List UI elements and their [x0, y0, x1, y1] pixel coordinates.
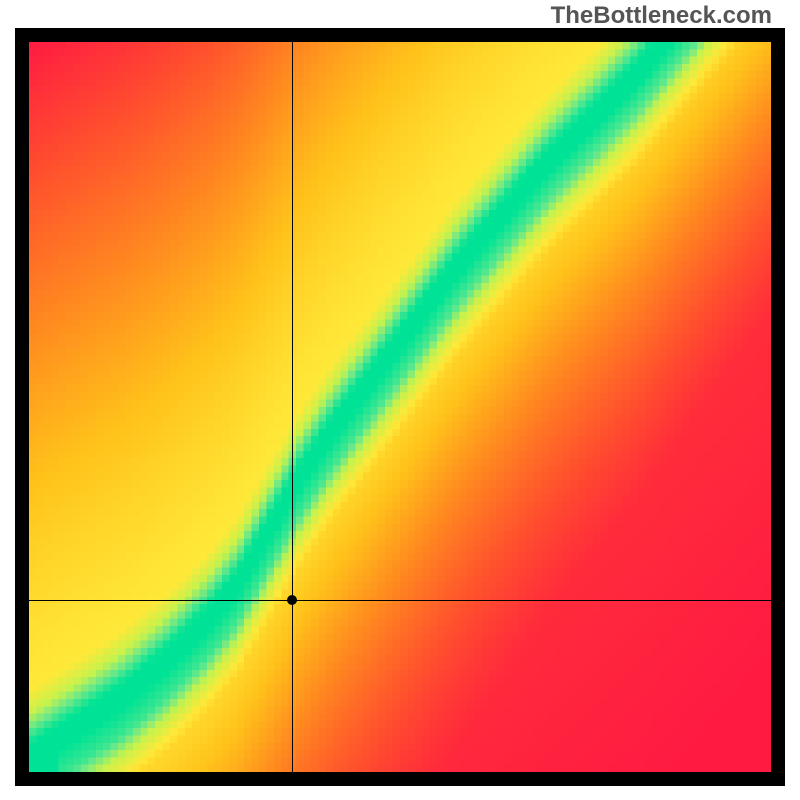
bottleneck-heatmap: [29, 42, 771, 772]
crosshair-vertical: [292, 42, 293, 772]
crosshair-horizontal: [29, 600, 771, 601]
crosshair-marker: [287, 595, 297, 605]
watermark-text: TheBottleneck.com: [551, 2, 772, 30]
